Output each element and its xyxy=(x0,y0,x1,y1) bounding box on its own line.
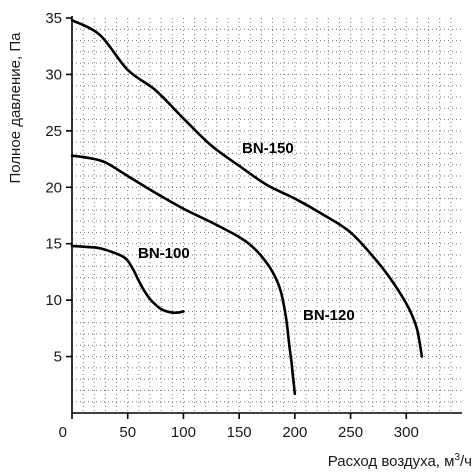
x-axis-title: Расход воздуха, м3/ч xyxy=(328,452,472,470)
y-tick-label: 15 xyxy=(45,236,62,253)
series-line-bn-150 xyxy=(70,18,424,358)
series-line-bn-100 xyxy=(70,244,185,314)
x-tick-label: 0 xyxy=(59,424,67,441)
x-tick-label: 50 xyxy=(119,424,136,441)
series-label-bn120: BN-120 xyxy=(303,307,355,324)
x-tick-label: 150 xyxy=(227,424,252,441)
x-tick-label: 100 xyxy=(171,424,196,441)
y-tick-label: 20 xyxy=(45,179,62,196)
y-tick-label: 30 xyxy=(45,66,62,83)
series-label-bn100: BN-100 xyxy=(138,245,190,262)
tick-labels: 0 50 100 150 200 250 300 5 10 15 20 25 30 35 xyxy=(45,10,418,441)
x-tick-label: 300 xyxy=(394,424,419,441)
y-tick-label: 35 xyxy=(45,10,62,27)
x-axis-title-superscript: 3 xyxy=(454,452,460,463)
y-axis-title: Полное давление, Па xyxy=(7,32,24,184)
x-tick-label: 200 xyxy=(282,424,307,441)
series-label-bn150: BN-150 xyxy=(242,140,294,157)
axes xyxy=(66,16,462,419)
series-line-bn-120 xyxy=(70,154,297,396)
x-tick-label: 250 xyxy=(338,424,363,441)
x-axis-title-text: Расход воздуха, м xyxy=(328,453,455,470)
x-axis-title-unit: /ч xyxy=(460,453,472,470)
y-tick-label: 5 xyxy=(54,349,62,366)
series-curves xyxy=(70,18,424,396)
y-tick-label: 25 xyxy=(45,123,62,140)
y-tick-label: 10 xyxy=(45,292,62,309)
grid-lines xyxy=(72,18,462,413)
